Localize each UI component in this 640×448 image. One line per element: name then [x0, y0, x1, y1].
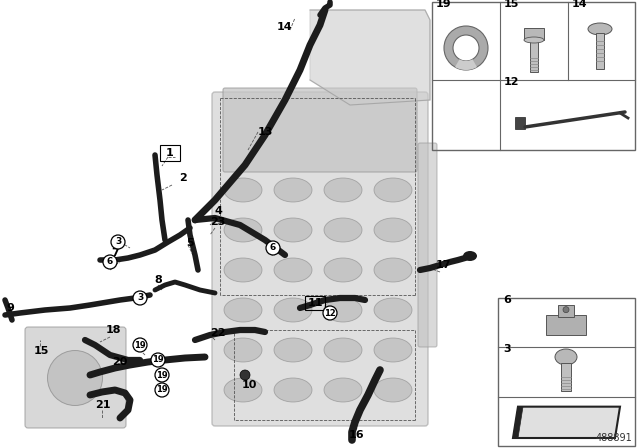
Text: 12: 12: [324, 309, 336, 318]
Ellipse shape: [463, 251, 477, 261]
Bar: [558, 305, 574, 317]
Text: 13: 13: [257, 127, 273, 137]
Text: 11: 11: [307, 298, 323, 308]
Text: 21: 21: [95, 400, 111, 410]
Ellipse shape: [274, 178, 312, 202]
FancyBboxPatch shape: [212, 92, 428, 426]
Circle shape: [240, 370, 250, 380]
Text: 18: 18: [105, 325, 121, 335]
Circle shape: [155, 383, 169, 397]
Circle shape: [266, 241, 280, 255]
Text: 19: 19: [156, 370, 168, 379]
Text: 22: 22: [211, 328, 226, 338]
FancyBboxPatch shape: [223, 88, 417, 172]
Ellipse shape: [555, 349, 577, 365]
Text: 9: 9: [6, 303, 14, 313]
Circle shape: [563, 307, 569, 313]
Text: 6: 6: [270, 244, 276, 253]
Polygon shape: [513, 407, 523, 438]
Ellipse shape: [224, 218, 262, 242]
Text: 19: 19: [152, 356, 164, 365]
Ellipse shape: [374, 258, 412, 282]
Text: 14: 14: [277, 22, 293, 32]
Bar: [546, 314, 586, 335]
Text: 10: 10: [241, 380, 257, 390]
Ellipse shape: [324, 378, 362, 402]
Ellipse shape: [374, 378, 412, 402]
Bar: [160, 145, 180, 161]
Bar: [530, 40, 538, 72]
Circle shape: [103, 255, 117, 269]
Circle shape: [133, 291, 147, 305]
Ellipse shape: [324, 298, 362, 322]
Ellipse shape: [324, 218, 362, 242]
Text: 3: 3: [503, 345, 511, 354]
Ellipse shape: [374, 178, 412, 202]
Text: 15: 15: [504, 0, 520, 9]
Ellipse shape: [524, 37, 544, 43]
Polygon shape: [310, 10, 430, 105]
Text: 6: 6: [107, 258, 113, 267]
Text: 19: 19: [134, 340, 146, 349]
Text: 5: 5: [186, 238, 194, 248]
Text: 23: 23: [211, 217, 226, 227]
Ellipse shape: [274, 338, 312, 362]
Ellipse shape: [47, 350, 102, 405]
FancyBboxPatch shape: [25, 327, 126, 428]
Circle shape: [133, 338, 147, 352]
Ellipse shape: [374, 218, 412, 242]
Bar: [432, 2, 635, 150]
Text: 12: 12: [504, 77, 520, 87]
Bar: [561, 363, 571, 391]
Ellipse shape: [274, 298, 312, 322]
Text: 7: 7: [111, 248, 119, 258]
Bar: [305, 296, 325, 310]
Text: 14: 14: [572, 0, 588, 9]
FancyBboxPatch shape: [418, 143, 437, 347]
Bar: [498, 298, 635, 446]
Text: 15: 15: [33, 346, 49, 356]
Bar: [515, 117, 525, 129]
Text: 3: 3: [115, 237, 121, 246]
Text: 16: 16: [349, 430, 365, 440]
Ellipse shape: [224, 378, 262, 402]
Bar: [596, 33, 604, 69]
Circle shape: [151, 353, 165, 367]
Text: 19: 19: [436, 0, 452, 9]
Ellipse shape: [374, 298, 412, 322]
Ellipse shape: [274, 218, 312, 242]
Polygon shape: [513, 407, 620, 438]
Text: 4: 4: [214, 206, 222, 216]
Text: 20: 20: [112, 357, 128, 367]
Ellipse shape: [324, 178, 362, 202]
Circle shape: [111, 235, 125, 249]
Text: 6: 6: [503, 295, 511, 305]
Text: 2: 2: [179, 173, 187, 183]
Ellipse shape: [224, 338, 262, 362]
Circle shape: [155, 368, 169, 382]
Ellipse shape: [224, 178, 262, 202]
Ellipse shape: [224, 258, 262, 282]
Text: 17: 17: [435, 260, 451, 270]
Text: 8: 8: [154, 275, 162, 285]
Ellipse shape: [374, 338, 412, 362]
Wedge shape: [444, 26, 488, 70]
Ellipse shape: [224, 298, 262, 322]
Ellipse shape: [324, 258, 362, 282]
Bar: [524, 28, 544, 40]
Text: 3: 3: [137, 293, 143, 302]
Circle shape: [323, 306, 337, 320]
Ellipse shape: [274, 378, 312, 402]
Wedge shape: [455, 59, 477, 70]
Ellipse shape: [588, 23, 612, 35]
Ellipse shape: [324, 338, 362, 362]
Text: 19: 19: [156, 385, 168, 395]
Ellipse shape: [274, 258, 312, 282]
Text: 1: 1: [166, 148, 174, 158]
Text: 488891: 488891: [595, 433, 632, 443]
